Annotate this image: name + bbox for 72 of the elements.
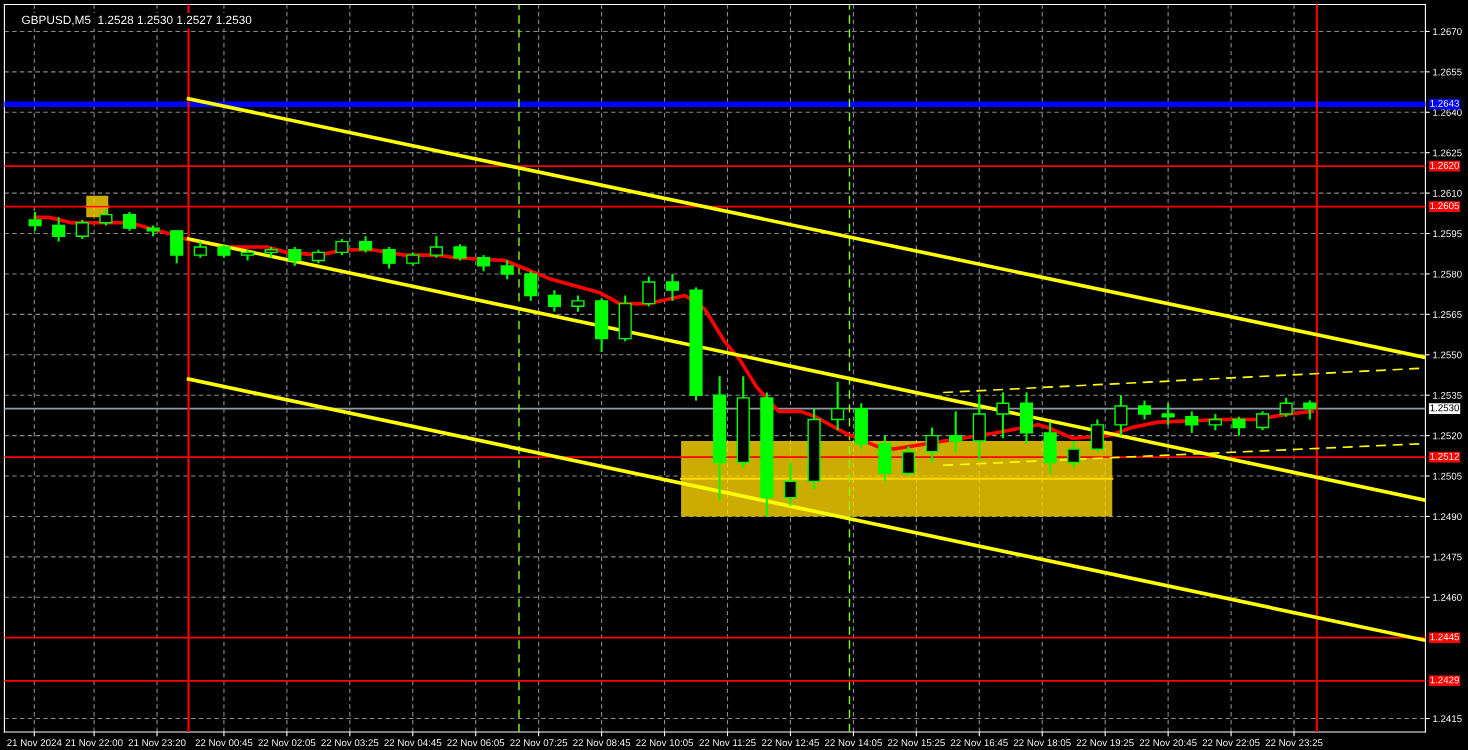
candlestick bbox=[1255, 410, 1270, 432]
candlestick bbox=[500, 259, 514, 281]
x-tick-label: 22 Nov 16:45 bbox=[950, 739, 1008, 747]
candlestick bbox=[1067, 439, 1081, 469]
x-tick-label: 22 Nov 19:25 bbox=[1076, 739, 1134, 747]
candlestick bbox=[901, 445, 916, 478]
y-tick-label: 1.2655 bbox=[1433, 68, 1462, 76]
text: GBPUSD,M5 1.2528 1.2530 1.2527 1.2530 bbox=[22, 15, 252, 26]
x-tick-label: 22 Nov 23:25 bbox=[1265, 739, 1323, 747]
candlestick bbox=[925, 426, 939, 464]
y-tick-label: 1.2595 bbox=[1433, 230, 1462, 238]
y-tick-label: 1.2610 bbox=[1433, 189, 1462, 197]
x-tick-label: 22 Nov 10:05 bbox=[636, 739, 694, 747]
candlestick bbox=[1137, 399, 1152, 421]
candlestick bbox=[52, 216, 66, 243]
candlestick bbox=[831, 380, 845, 432]
y-tick-label: 1.2415 bbox=[1433, 715, 1462, 723]
candlestick bbox=[1185, 410, 1199, 434]
candlestick bbox=[1232, 415, 1246, 437]
x-tick-label: 22 Nov 20:45 bbox=[1139, 739, 1197, 747]
x-tick-label: 22 Nov 02:05 bbox=[258, 739, 316, 747]
x-tick-label: 22 Nov 03:25 bbox=[321, 739, 379, 747]
x-tick-label: 22 Nov 22:05 bbox=[1202, 739, 1260, 747]
x-tick-label: 21 Nov 2024 bbox=[7, 739, 62, 747]
x-tick-label: 22 Nov 07:25 bbox=[510, 739, 568, 747]
y-tick-label: 1.2490 bbox=[1433, 513, 1462, 521]
candlestick bbox=[665, 272, 680, 302]
y-tick-label: 1.2550 bbox=[1433, 351, 1462, 359]
candlestick bbox=[122, 210, 137, 232]
candlestick bbox=[75, 219, 89, 240]
ref-line-label: 1.2643 bbox=[1430, 99, 1459, 107]
candlestick bbox=[996, 391, 1010, 440]
candlestick bbox=[1303, 399, 1317, 421]
y-tick-label: 1.2580 bbox=[1433, 270, 1462, 278]
x-tick-label: 21 Nov 22:00 bbox=[65, 739, 123, 747]
ref-line-label: 1.2445 bbox=[1430, 633, 1460, 641]
y-tick-label: 1.2535 bbox=[1433, 391, 1462, 399]
x-tick-label: 22 Nov 14:05 bbox=[824, 739, 882, 747]
ref-line-label: 1.2620 bbox=[1430, 161, 1460, 169]
y-tick-label: 1.2520 bbox=[1433, 432, 1462, 440]
x-tick-label: 22 Nov 08:45 bbox=[573, 739, 631, 747]
y-tick-label: 1.2505 bbox=[1433, 472, 1462, 480]
candlestick bbox=[382, 245, 396, 270]
candlestick bbox=[949, 410, 963, 453]
candlestick bbox=[28, 210, 42, 232]
x-tick-label: 21 Nov 23:20 bbox=[128, 739, 186, 747]
candlestick bbox=[783, 461, 798, 507]
x-tick-label: 22 Nov 04:45 bbox=[384, 739, 442, 747]
y-tick-label: 1.2565 bbox=[1433, 311, 1462, 318]
x-tick-label: 22 Nov 11:25 bbox=[699, 739, 756, 747]
y-tick-label: 1.2670 bbox=[1433, 28, 1462, 36]
candlestick bbox=[1114, 394, 1128, 437]
candlestick bbox=[1279, 396, 1293, 418]
candlestick bbox=[429, 235, 443, 259]
ref-line-label: 1.2512 bbox=[1430, 452, 1459, 460]
x-tick-label: 22 Nov 18:05 bbox=[1013, 739, 1071, 747]
candlestick bbox=[524, 270, 538, 302]
x-tick-label: 22 Nov 15:25 bbox=[887, 739, 945, 747]
ref-line-label: 1.2605 bbox=[1430, 202, 1460, 210]
candlestick bbox=[547, 289, 561, 313]
y-tick-label: 1.2625 bbox=[1433, 149, 1462, 157]
y-tick-label: 1.2640 bbox=[1433, 109, 1462, 116]
candlestick bbox=[288, 245, 302, 267]
y-tick-label: 1.2475 bbox=[1433, 553, 1462, 561]
y-tick-label: 1.2460 bbox=[1433, 594, 1462, 601]
ref-line-label: 1.2530 bbox=[1430, 404, 1460, 412]
ref-line-label: 1.2429 bbox=[1430, 676, 1459, 684]
x-tick-label: 22 Nov 12:45 bbox=[762, 739, 819, 747]
x-tick-label: 22 Nov 00:45 bbox=[195, 739, 253, 747]
candlestick bbox=[1161, 402, 1175, 426]
candlestick bbox=[642, 275, 656, 308]
x-tick-label: 22 Nov 06:05 bbox=[447, 739, 505, 747]
